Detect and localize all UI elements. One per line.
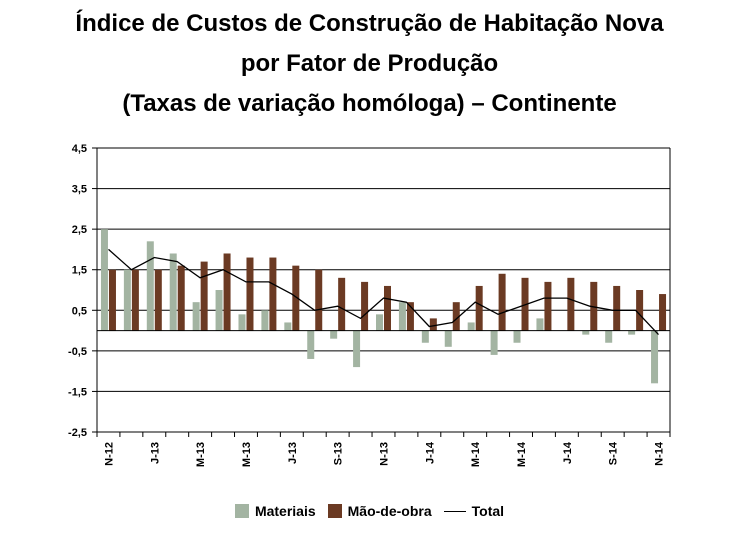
y-tick-label: 1,5 [72, 265, 87, 277]
x-tick-label: J-14 [562, 441, 574, 464]
y-tick-label: 3,5 [72, 184, 87, 196]
title-line-1: Índice de Custos de Construção de Habita… [75, 10, 664, 37]
bar-materiais [307, 330, 315, 359]
x-tick-label: M-13 [241, 442, 253, 467]
bar-materiais [376, 314, 383, 331]
title-line-2: por Fator de Produção [240, 50, 499, 77]
bar-mao-de-obra [544, 281, 552, 331]
bar-materiais [215, 290, 223, 331]
bar-materiais [123, 269, 131, 331]
x-axis: N-12 J-13 M-13 M-13 J-13 S-13 N-13 J-14 M-14 M-14… [96, 431, 671, 467]
bar-mao-de-obra [361, 281, 369, 331]
y-axis: 4,5 3,5 2,5 1,5 0,5 -0,5 -1,5 -2,5 [68, 143, 671, 439]
legend-item-total: Total [443, 503, 505, 519]
bar-materiais [169, 253, 177, 331]
x-tick-label: M-13 [195, 442, 207, 467]
legend-item-mao-de-obra: Mão-de-obra [327, 503, 432, 519]
bar-materiais [261, 310, 269, 331]
bar-mao-de-obra [452, 302, 460, 331]
x-tick-label: S-13 [333, 442, 345, 465]
bar-materiais [398, 302, 406, 331]
bar-materiais [513, 330, 521, 343]
legend-swatch-materiais [234, 504, 249, 518]
legend-label-mao-de-obra: Mão-de-obra [347, 503, 432, 519]
bar-materiais [146, 241, 154, 331]
x-tick-label: J-13 [287, 442, 299, 464]
legend-item-materiais: Materiais [234, 503, 316, 519]
x-tick-label: N-14 [654, 441, 666, 466]
total-line [108, 248, 659, 336]
bar-mao-de-obra [406, 302, 414, 331]
x-tick-label: N-13 [379, 442, 391, 466]
x-tick-label: J-13 [149, 442, 161, 464]
x-tick-label: M-14 [516, 441, 528, 467]
bar-mao-de-obra [315, 269, 323, 331]
y-tick-label: -2,5 [68, 427, 87, 439]
bar-mao-de-obra [177, 265, 185, 331]
legend-label-materiais: Materiais [254, 503, 316, 519]
bar-mao-de-obra [636, 290, 644, 331]
x-tick-label: J-14 [424, 441, 436, 464]
bar-materiais [284, 322, 292, 331]
bar-mao-de-obra [108, 269, 116, 331]
chart-plot: 4,5 3,5 2,5 1,5 0,5 -0,5 -1,5 -2,5 N-12 J-13 M-13… [68, 143, 671, 467]
bar-mao-de-obra [269, 257, 277, 331]
bar-mao-de-obra [246, 257, 254, 331]
x-tick-label: N-12 [103, 442, 115, 466]
bar-materiais [192, 302, 200, 331]
chart-title: Índice de Custos de Construção de Habita… [0, 4, 739, 124]
bar-materiais [100, 229, 108, 331]
bar-materiais [605, 330, 613, 343]
bar-materiais [330, 330, 338, 339]
bar-mao-de-obra [131, 269, 139, 331]
bar-mao-de-obra [498, 273, 506, 331]
bar-materiais [536, 318, 544, 331]
x-tick-label: S-14 [608, 441, 620, 465]
bar-mao-de-obra [338, 277, 346, 331]
bar-mao-de-obra [223, 253, 231, 331]
bar-mao-de-obra [292, 265, 300, 331]
bar-materiais [353, 330, 361, 368]
bar-materiais [582, 330, 590, 335]
bar-materiais [444, 330, 452, 347]
bar-materiais [467, 322, 475, 331]
bar-materiais [490, 330, 498, 355]
bar-mao-de-obra [154, 269, 162, 331]
bar-mao-de-obra [429, 318, 437, 331]
x-tick-label: M-14 [470, 441, 482, 467]
legend-label-total: Total [471, 503, 505, 519]
bar-materiais [421, 330, 429, 343]
bar-mao-de-obra [659, 294, 667, 331]
bar-mao-de-obra [384, 285, 391, 331]
bar-mao-de-obra [200, 261, 208, 331]
y-tick-label: 2,5 [72, 224, 87, 236]
bar-materiais [238, 314, 246, 331]
bar-materiais [651, 330, 659, 384]
bar-mao-de-obra [613, 285, 621, 331]
bar-materiais [628, 330, 636, 335]
legend-swatch-mao-de-obra [327, 504, 342, 518]
title-line-3: (Taxas de variação homóloga) – Continent… [122, 90, 617, 117]
bars [100, 229, 667, 384]
bar-mao-de-obra [475, 285, 483, 331]
y-tick-label: 0,5 [72, 305, 87, 317]
y-tick-label: -1,5 [68, 386, 87, 398]
bar-mao-de-obra [567, 277, 575, 331]
line-total [108, 248, 659, 336]
y-tick-label: -0,5 [68, 346, 87, 358]
bar-mao-de-obra [590, 281, 598, 331]
legend: Materiais Mão-de-obra Total [0, 503, 739, 519]
y-tick-label: 4,5 [72, 143, 87, 155]
legend-line-total [443, 510, 466, 512]
